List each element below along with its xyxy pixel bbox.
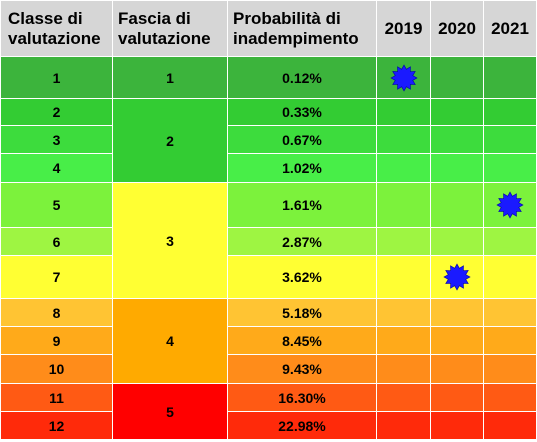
fascia-cell: 4 [113, 299, 227, 383]
classe-cell: 2 [1, 99, 112, 125]
probabilita-cell: 5.18% [228, 299, 376, 326]
year-cell-2020 [431, 299, 483, 326]
classe-cell: 1 [1, 57, 112, 98]
year-cell-2021 [484, 99, 536, 125]
probabilita-cell: 1.02% [228, 154, 376, 182]
year-cell-2019 [377, 183, 430, 227]
probabilita-cell: 22.98% [228, 412, 376, 439]
year-cell-2020 [431, 183, 483, 227]
probabilita-cell: 2.87% [228, 228, 376, 255]
year-cell-2019 [377, 256, 430, 298]
probabilita-cell: 0.67% [228, 126, 376, 153]
classe-cell: 6 [1, 228, 112, 255]
probabilita-cell: 8.45% [228, 327, 376, 354]
year-cell-2019 [377, 412, 430, 439]
probabilita-cell: 16.30% [228, 384, 376, 411]
fascia-cell: 3 [113, 183, 227, 298]
year-cell-2021 [484, 183, 536, 227]
year-cell-2019 [377, 327, 430, 354]
year-cell-2019 [377, 126, 430, 153]
classe-cell: 5 [1, 183, 112, 227]
year-cell-2020 [431, 57, 483, 98]
year-cell-2020 [431, 99, 483, 125]
year-cell-2019 [377, 384, 430, 411]
year-cell-2020 [431, 327, 483, 354]
classe-cell: 3 [1, 126, 112, 153]
year-cell-2019 [377, 57, 430, 98]
year-cell-2021 [484, 299, 536, 326]
header-2021: 2021 [484, 1, 536, 56]
year-cell-2020 [431, 256, 483, 298]
year-cell-2020 [431, 154, 483, 182]
year-cell-2020 [431, 384, 483, 411]
year-cell-2020 [431, 126, 483, 153]
header-probabilita: Probabilità di inadempimento [228, 1, 376, 56]
probabilita-cell: 3.62% [228, 256, 376, 298]
header-classe: Classe di valutazione [1, 1, 112, 56]
year-cell-2020 [431, 228, 483, 255]
probabilita-cell: 0.12% [228, 57, 376, 98]
classe-cell: 9 [1, 327, 112, 354]
probabilita-cell: 9.43% [228, 355, 376, 383]
year-cell-2021 [484, 126, 536, 153]
fascia-cell: 2 [113, 99, 227, 182]
year-cell-2021 [484, 154, 536, 182]
year-cell-2021 [484, 256, 536, 298]
year-cell-2019 [377, 299, 430, 326]
header-2020: 2020 [431, 1, 483, 56]
year-cell-2021 [484, 355, 536, 383]
classe-cell: 11 [1, 384, 112, 411]
probabilita-cell: 0.33% [228, 99, 376, 125]
year-cell-2020 [431, 412, 483, 439]
probabilita-cell: 1.61% [228, 183, 376, 227]
year-cell-2021 [484, 57, 536, 98]
year-cell-2020 [431, 355, 483, 383]
year-cell-2019 [377, 355, 430, 383]
year-cell-2021 [484, 412, 536, 439]
classe-cell: 7 [1, 256, 112, 298]
fascia-cell: 5 [113, 384, 227, 439]
header-2019: 2019 [377, 1, 430, 56]
year-cell-2019 [377, 99, 430, 125]
year-cell-2021 [484, 228, 536, 255]
classe-cell: 4 [1, 154, 112, 182]
blue-star-icon [443, 263, 471, 291]
fascia-cell: 1 [113, 57, 227, 98]
classe-cell: 8 [1, 299, 112, 326]
blue-star-icon [389, 63, 418, 92]
blue-star-icon [496, 191, 524, 219]
year-cell-2019 [377, 228, 430, 255]
classe-cell: 10 [1, 355, 112, 383]
year-cell-2021 [484, 327, 536, 354]
classe-cell: 12 [1, 412, 112, 439]
header-fascia: Fascia di valutazione [113, 1, 227, 56]
year-cell-2021 [484, 384, 536, 411]
year-cell-2019 [377, 154, 430, 182]
